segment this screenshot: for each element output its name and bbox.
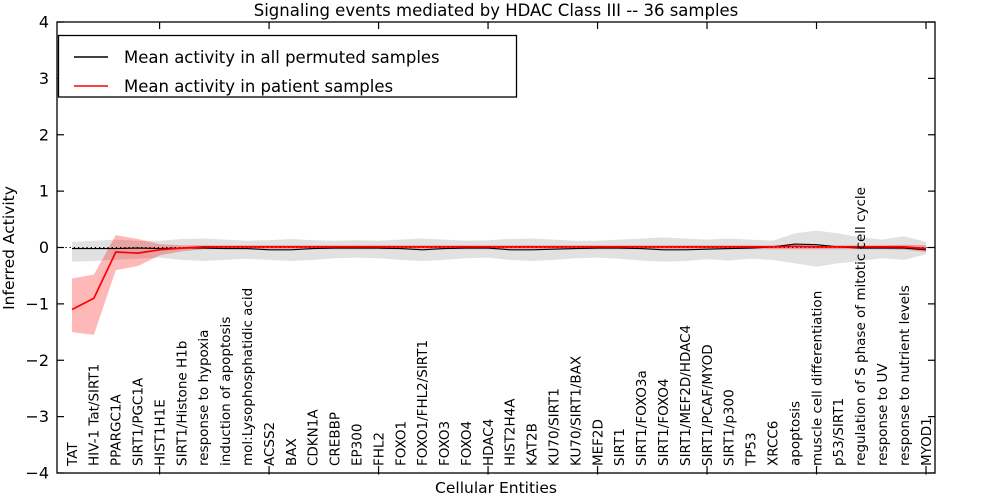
x-category-label: regulation of S phase of mitotic cell cy… [853,187,869,466]
y-axis-title: Inferred Activity [0,186,18,310]
plot-border [56,21,936,474]
x-category-label: SIRT1/PGC1A [130,377,146,466]
y-tick-label: 2 [39,125,49,144]
x-category-label: TP53 [744,432,760,467]
legend-entry-patient: Mean activity in patient samples [124,77,393,96]
x-category-label: SIRT1 [612,428,628,466]
x-category-label: response to hypoxia [196,330,212,466]
x-category-label: induction of apoptosis [218,317,234,466]
x-category-label: HDAC4 [481,419,497,466]
series-line-patient [71,245,927,311]
x-category-label: SIRT1/MEF2D/HDAC4 [678,325,694,466]
x-category-label: EP300 [349,424,365,466]
x-category-label: SIRT1/PCAF/MYOD [700,344,716,466]
x-category-label: KU70/SIRT1/BAX [568,356,584,466]
x-category-label: FOXO4 [459,421,475,466]
x-category-label: CDKN1A [306,409,322,466]
x-category-label: TAT [65,442,81,467]
legend-box: Mean activity in all permuted samples Me… [57,34,518,98]
x-category-label: ACSS2 [262,422,278,466]
x-axis-title: Cellular Entities [435,479,557,497]
x-category-label: SIRT1/FOXO4 [656,379,672,466]
x-category-label: FHL2 [371,432,387,466]
x-category-label: PPARGC1A [109,393,125,466]
x-category-label: BAX [284,438,300,466]
y-tick-label: 0 [39,238,49,257]
x-category-label: KAT2B [525,423,541,466]
x-tick-labels: TAT HIV-1 Tat/SIRT1 PPARGC1A SIRT1/PGC1A HIS… [65,187,935,467]
x-category-label: HIST2H4A [503,398,519,466]
y-tick-labels: 4 3 2 1 0 −1 −2 −3 −4 [25,13,49,483]
x-category-label: HIV-1 Tat/SIRT1 [87,364,103,466]
x-category-label: HIST1H1E [152,399,168,466]
legend-entry-permuted: Mean activity in all permuted samples [124,48,440,67]
x-category-label: muscle cell differentiation [809,291,825,466]
y-tick-label: −4 [25,464,49,483]
y-tick-label: −1 [25,294,49,313]
series-line-permuted [72,243,927,251]
x-category-label: XRCC6 [766,421,782,466]
x-category-label: SIRT1/Histone H1b [174,341,190,466]
y-tick-label: 3 [39,69,49,88]
y-tick-label: −3 [25,407,49,426]
y-tick-label: 4 [39,13,49,32]
x-category-label: KU70/SIRT1 [547,388,563,466]
x-category-label: FOXO1/FHL2/SIRT1 [415,340,431,466]
x-category-label: CREBBP [328,412,344,466]
x-category-label: FOXO1 [393,421,409,466]
x-category-label: mol:Lysophosphatidic acid [240,288,256,466]
x-category-label: apoptosis [787,401,803,466]
x-category-label: SIRT1/p300 [722,389,738,466]
x-category-label: MYOD1 [919,417,935,466]
x-category-label: response to UV [875,363,891,466]
series-lines [71,243,927,311]
x-category-label: p53/SIRT1 [831,398,847,466]
x-category-label: SIRT1/FOXO3a [634,370,650,466]
band-patient [72,235,926,335]
x-category-label: FOXO3 [437,421,453,466]
y-tick-label: 1 [39,182,49,201]
legend-frame [57,34,518,98]
x-category-label: MEF2D [590,419,606,466]
chart-title: Signaling events mediated by HDAC Class … [254,1,739,20]
x-category-label: response to nutrient levels [897,285,913,466]
y-tick-label: −2 [25,351,49,370]
